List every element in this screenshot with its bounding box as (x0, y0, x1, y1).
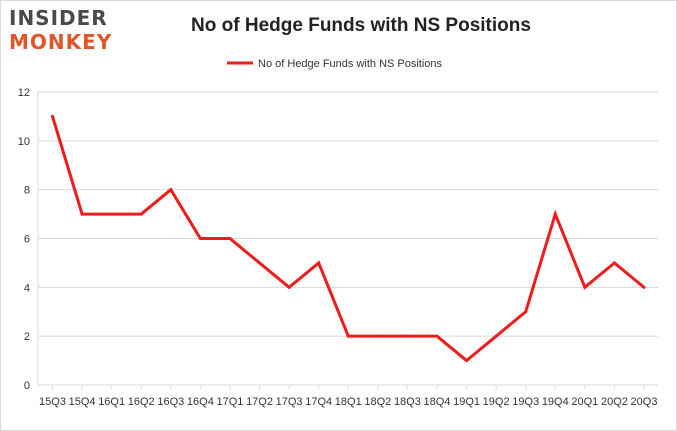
data-point (169, 188, 173, 192)
x-tick-label: 18Q3 (394, 396, 421, 408)
data-point (376, 334, 380, 338)
x-tick-label: 20Q1 (571, 396, 598, 408)
axes (37, 92, 645, 389)
x-tick-label: 15Q3 (39, 396, 66, 408)
data-point (51, 114, 54, 118)
data-point (80, 212, 84, 216)
data-point (524, 310, 528, 314)
data-point (317, 261, 321, 265)
x-tick-label: 19Q4 (542, 396, 569, 408)
data-point (553, 212, 557, 216)
y-tick-label: 6 (24, 234, 30, 246)
data-point (405, 334, 409, 338)
x-tick-label: 16Q4 (187, 396, 214, 408)
x-tick-label: 15Q4 (69, 396, 96, 408)
data-point (612, 261, 616, 265)
insider-monkey-logo: INSIDER MONKEY (9, 7, 127, 57)
x-tick-label: 20Q2 (601, 396, 628, 408)
x-tick-label: 19Q3 (512, 396, 539, 408)
data-point (139, 212, 143, 216)
y-tick-label: 0 (24, 380, 30, 392)
data-point (346, 334, 350, 338)
data-point (258, 261, 262, 265)
legend: No of Hedge Funds with NS Positions (227, 58, 443, 70)
x-tick-label: 18Q4 (424, 396, 451, 408)
data-point (465, 359, 469, 363)
x-tick-label: 16Q3 (157, 396, 184, 408)
data-point (228, 237, 232, 240)
x-tick-label: 20Q3 (631, 396, 658, 408)
y-tick-label: 10 (18, 136, 30, 148)
data-point (198, 237, 202, 240)
data-point (435, 334, 439, 338)
x-tick-label: 19Q1 (453, 396, 480, 408)
x-tick-label: 19Q2 (483, 396, 510, 408)
x-tick-label: 18Q2 (364, 396, 391, 408)
x-tick-label: 17Q3 (276, 396, 303, 408)
data-point (287, 285, 291, 289)
y-tick-label: 8 (24, 185, 30, 197)
x-tick-labels: 15Q3 15Q4 16Q1 16Q2 16Q3 16Q4 17Q1 17Q2 17Q3 17Q4… (39, 396, 657, 408)
x-tick-label: 17Q2 (246, 396, 273, 408)
data-point (110, 212, 114, 216)
x-tick-label: 16Q1 (98, 396, 125, 408)
y-tick-label: 4 (24, 282, 30, 294)
y-tick-label: 2 (24, 331, 30, 343)
data-point (494, 334, 498, 338)
data-point (642, 285, 646, 289)
series-layer (51, 114, 646, 363)
data-point (583, 285, 587, 289)
logo-line-2: MONKEY (9, 30, 113, 54)
x-tick-label: 16Q2 (128, 396, 155, 408)
logo-line-1: INSIDER (9, 6, 108, 30)
y-tick-label: 12 (18, 87, 30, 99)
x-tick-label: 17Q4 (305, 396, 332, 408)
y-tick-labels: 0 2 4 6 8 10 12 (18, 87, 30, 392)
chart-title: No of Hedge Funds with NS Positions (191, 15, 531, 36)
legend-label: No of Hedge Funds with NS Positions (258, 58, 443, 70)
x-tick-label: 17Q1 (216, 396, 243, 408)
x-tick-label: 18Q1 (335, 396, 362, 408)
